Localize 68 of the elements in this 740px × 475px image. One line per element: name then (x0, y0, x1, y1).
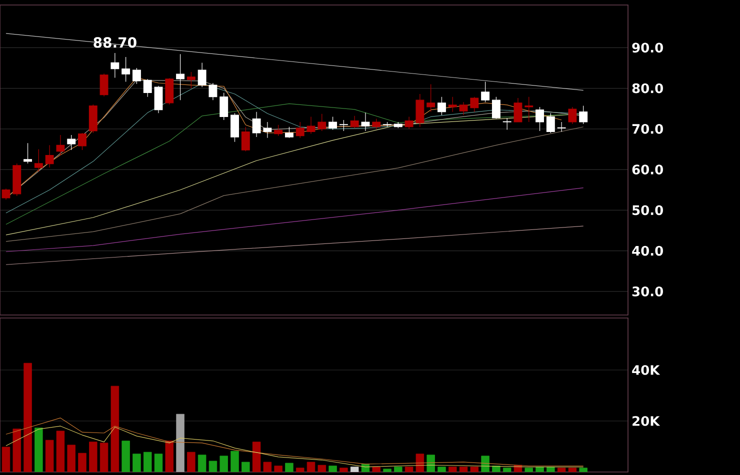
line-series (6, 418, 584, 466)
candlestick (328, 116, 338, 130)
y-tick-label: 90.0 (632, 42, 663, 53)
candlestick (350, 116, 359, 128)
candlestick (220, 92, 228, 120)
candlestick (481, 81, 490, 102)
candlestick (459, 102, 468, 116)
candlestick (230, 112, 239, 142)
candlestick (438, 96, 446, 116)
y-tick-label: 60.0 (632, 164, 663, 174)
line-series (6, 126, 584, 242)
candlestick (426, 84, 436, 112)
candlestick (404, 116, 414, 130)
candlestick (284, 126, 294, 138)
candlestick (383, 122, 392, 128)
candlestick (165, 78, 174, 105)
candlestick (514, 98, 522, 122)
candlestick (45, 144, 54, 168)
y-tick-label: 80.0 (632, 83, 663, 94)
candlestick (88, 104, 98, 134)
candlestick (339, 120, 348, 132)
y-tick-label: 40K (632, 365, 660, 375)
candlestick (67, 134, 76, 150)
y-tick-label: 30.0 (632, 286, 663, 296)
candlestick (208, 82, 218, 100)
y-tick-label: 50.0 (632, 205, 663, 216)
line-series (6, 426, 584, 468)
candlestick (524, 96, 534, 122)
candlestick (296, 122, 304, 138)
candlestick (143, 78, 152, 98)
candlestick (448, 96, 457, 112)
candlestick (306, 116, 316, 134)
candlestick (154, 86, 163, 114)
candlestick (546, 112, 555, 134)
candlestick (100, 73, 108, 97)
y-tick-label: 20K (632, 416, 660, 426)
candlestick (241, 126, 250, 152)
candlestick (186, 72, 196, 89)
candlestick (56, 134, 65, 156)
candlestick (318, 114, 326, 132)
candlestick (122, 56, 130, 82)
y-tick-label: 40.0 (632, 246, 663, 256)
candlestick (579, 105, 588, 124)
line-series (6, 188, 584, 252)
candlestick (274, 124, 283, 136)
candlestick (12, 163, 22, 196)
candlestick (536, 106, 544, 132)
candlestick (394, 122, 402, 128)
candlestick (470, 96, 479, 112)
line-series (6, 226, 584, 265)
candlestick (372, 118, 381, 130)
candlestick (198, 62, 206, 88)
candlestick (2, 188, 10, 200)
candlestick (557, 122, 566, 132)
y-tick-label: 70.0 (632, 124, 663, 134)
candlestick (110, 52, 120, 78)
candlestick (502, 118, 512, 130)
candlestick (78, 132, 86, 150)
candlestick (568, 106, 577, 124)
candlestick (263, 122, 272, 138)
candlestick (252, 112, 261, 138)
candlestick (361, 112, 370, 132)
candlestick (132, 68, 141, 84)
candlestick (176, 54, 185, 100)
candlestick (492, 96, 500, 120)
candlestick (24, 142, 32, 164)
candlestick (34, 148, 43, 172)
candlestick (416, 94, 424, 128)
